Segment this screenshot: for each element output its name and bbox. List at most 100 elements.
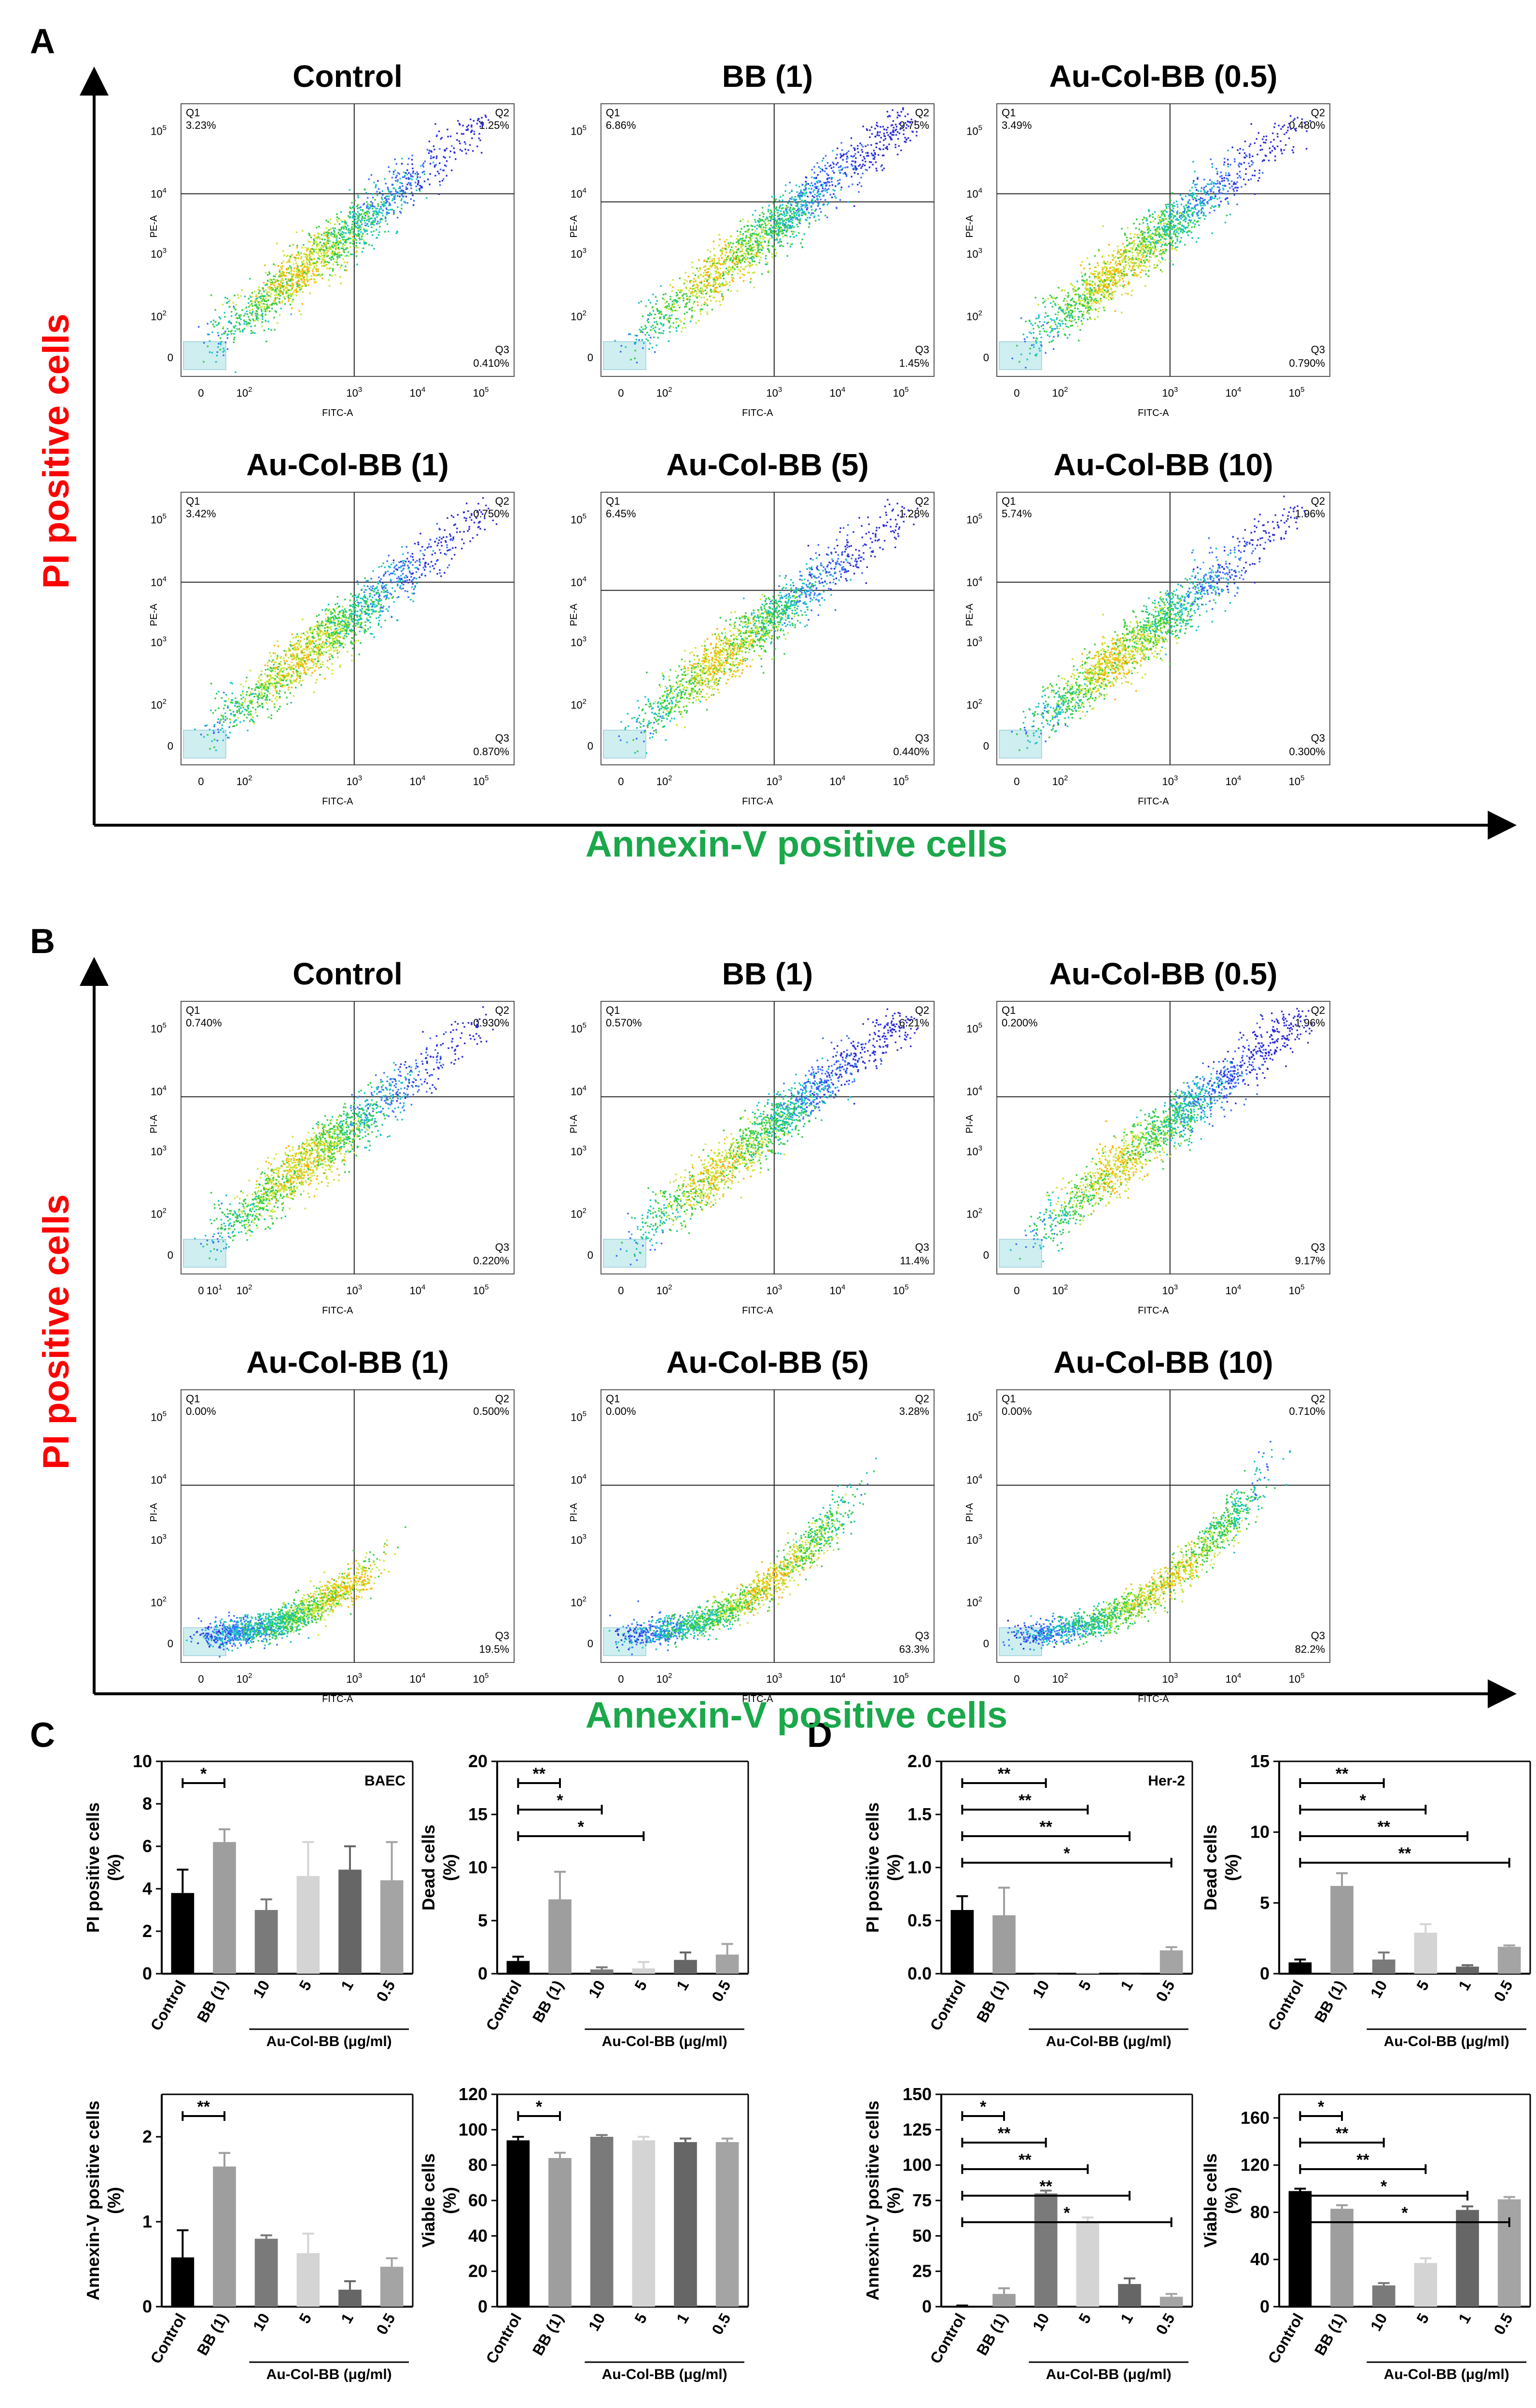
flow-event-dot	[671, 311, 673, 313]
flow-event-dot	[672, 322, 674, 324]
flow-event-dot	[345, 232, 347, 234]
flow-event-dot	[324, 261, 326, 263]
flow-event-dot	[270, 283, 272, 285]
flow-event-dot	[779, 228, 781, 231]
flow-event-dot	[240, 318, 242, 320]
flow-event-dot	[272, 289, 274, 291]
flow-event-dot	[288, 300, 290, 302]
flow-event-dot	[473, 131, 475, 133]
flow-event-dot	[879, 131, 881, 133]
flow-event-dot	[857, 173, 859, 175]
flow-event-dot	[709, 265, 711, 267]
flow-event-dot	[679, 297, 681, 299]
flow-event-dot	[1123, 258, 1125, 260]
flow-event-dot	[1074, 307, 1076, 309]
flow-event-dot	[1037, 317, 1039, 319]
flow-event-dot	[1102, 255, 1103, 257]
flow-event-dot	[236, 312, 238, 315]
flow-event-dot	[1065, 325, 1067, 328]
flow-event-dot	[748, 236, 750, 238]
flow-event-dot	[853, 172, 855, 174]
flow-event-dot	[1117, 281, 1119, 283]
flow-event-dot	[1049, 332, 1051, 333]
flow-event-dot	[1091, 303, 1093, 304]
flow-event-dot	[337, 243, 339, 246]
flow-event-dot	[353, 212, 355, 214]
flow-event-dot	[1142, 237, 1144, 239]
flow-event-dot	[1165, 243, 1167, 245]
flow-event-dot	[446, 148, 447, 150]
flow-event-dot	[339, 241, 341, 243]
flow-event-dot	[1177, 223, 1179, 225]
flow-event-dot	[443, 156, 445, 158]
flow-event-dot	[1234, 160, 1236, 163]
flow-event-dot	[336, 219, 338, 221]
flow-event-dot	[1121, 228, 1123, 230]
flow-event-dot	[872, 154, 875, 156]
flow-event-dot	[416, 171, 418, 173]
flow-event-dot	[1089, 288, 1091, 290]
flow-event-dot	[1087, 318, 1089, 320]
flow-event-dot	[1189, 190, 1191, 192]
flow-event-dot	[1075, 303, 1077, 305]
flow-event-dot	[314, 241, 316, 244]
flow-event-dot	[376, 229, 377, 231]
flow-event-dot	[666, 305, 669, 307]
flow-event-dot	[806, 204, 809, 207]
flow-event-dot	[702, 276, 704, 277]
flow-event-dot	[785, 221, 787, 223]
flow-event-dot	[388, 166, 390, 168]
flow-event-dot	[251, 301, 253, 303]
flow-event-dot	[1029, 347, 1031, 350]
flow-event-dot	[1109, 293, 1111, 295]
flow-event-dot	[1134, 262, 1136, 264]
flow-event-dot	[848, 185, 850, 188]
flow-event-dot	[367, 218, 369, 220]
flow-event-dot	[778, 218, 780, 220]
flow-event-dot	[729, 251, 731, 253]
flow-event-dot	[1098, 287, 1100, 289]
flow-event-dot	[873, 158, 875, 160]
flow-event-dot	[1187, 207, 1189, 209]
flow-event-dot	[323, 234, 325, 236]
flow-event-dot	[413, 200, 415, 202]
flow-event-dot	[337, 232, 339, 234]
flow-event-dot	[1206, 192, 1208, 194]
flow-event-dot	[280, 279, 282, 281]
flow-event-dot	[364, 230, 366, 232]
flow-event-dot	[1148, 270, 1150, 272]
flow-event-dot	[695, 279, 697, 281]
flow-event-dot	[327, 240, 329, 242]
flow-event-dot	[1144, 246, 1145, 248]
flow-event-dot	[826, 162, 829, 164]
flow-event-dot	[858, 182, 861, 184]
flow-event-dot	[777, 225, 780, 227]
flow-event-dot	[426, 197, 428, 199]
flow-event-dot	[667, 317, 669, 319]
flow-event-dot	[750, 249, 752, 250]
flow-event-dot	[663, 315, 665, 318]
flow-event-dot	[467, 128, 469, 130]
flow-event-dot	[744, 258, 746, 260]
flow-event-dot	[1194, 208, 1197, 210]
flow-event-dot	[807, 217, 809, 219]
flow-event-dot	[1227, 190, 1229, 193]
flow-event-dot	[746, 231, 748, 233]
flow-event-dot	[824, 170, 826, 172]
flow-event-dot	[471, 129, 473, 132]
flow-event-dot	[1149, 251, 1151, 253]
flow-event-dot	[1142, 248, 1144, 249]
flow-event-dot	[768, 228, 770, 231]
flow-event-dot	[275, 273, 277, 275]
flow-event-dot	[769, 227, 771, 229]
flow-event-dot	[359, 238, 361, 241]
flow-event-dot	[1199, 217, 1201, 219]
flow-event-dot	[761, 249, 763, 251]
flow-event-dot	[769, 232, 772, 234]
flow-event-dot	[291, 288, 293, 290]
flow-event-dot	[818, 188, 820, 190]
flow-event-dot	[397, 180, 399, 183]
flow-event-dot	[875, 142, 877, 145]
flow-event-dot	[718, 258, 720, 260]
flow-event-dot	[659, 311, 661, 313]
